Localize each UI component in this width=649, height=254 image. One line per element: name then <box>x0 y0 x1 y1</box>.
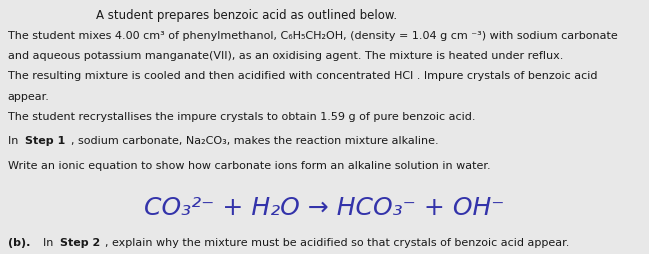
Text: , sodium carbonate, Na₂CO₃, makes the reaction mixture alkaline.: , sodium carbonate, Na₂CO₃, makes the re… <box>71 136 439 146</box>
Text: appear.: appear. <box>8 91 50 101</box>
Text: , explain why the mixture must be acidified so that crystals of benzoic acid app: , explain why the mixture must be acidif… <box>105 237 570 247</box>
Text: In: In <box>8 136 21 146</box>
Text: and aqueous potassium manganate(VII), as an oxidising agent. The mixture is heat: and aqueous potassium manganate(VII), as… <box>8 51 563 61</box>
Text: Write an ionic equation to show how carbonate ions form an alkaline solution in : Write an ionic equation to show how carb… <box>8 160 491 170</box>
Text: A student prepares benzoic acid as outlined below.: A student prepares benzoic acid as outli… <box>96 9 397 22</box>
Text: The resulting mixture is cooled and then acidified with concentrated HCl . Impur: The resulting mixture is cooled and then… <box>8 71 597 81</box>
Text: Step 2: Step 2 <box>60 237 100 247</box>
Text: In: In <box>43 237 56 247</box>
Text: Step 1: Step 1 <box>25 136 65 146</box>
Text: The student recrystallises the impure crystals to obtain 1.59 g of pure benzoic : The student recrystallises the impure cr… <box>8 112 475 122</box>
Text: CO₃²⁻ + H₂O → HCO₃⁻ + OH⁻: CO₃²⁻ + H₂O → HCO₃⁻ + OH⁻ <box>144 196 505 219</box>
Text: (b).: (b). <box>8 237 30 247</box>
Text: The student mixes 4.00 cm³ of phenylmethanol, C₆H₅CH₂OH, (density = 1.04 g cm ⁻³: The student mixes 4.00 cm³ of phenylmeth… <box>8 30 618 40</box>
